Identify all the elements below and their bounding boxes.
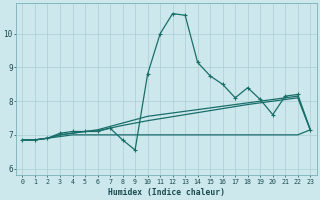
X-axis label: Humidex (Indice chaleur): Humidex (Indice chaleur) <box>108 188 225 197</box>
